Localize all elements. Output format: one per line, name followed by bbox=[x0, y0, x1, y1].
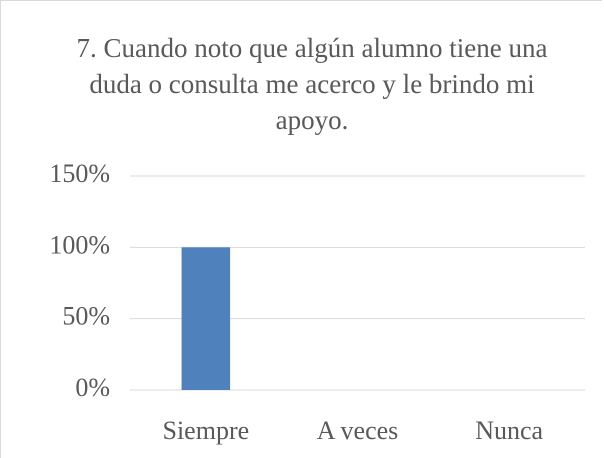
x-tick-label: Nunca bbox=[475, 416, 543, 445]
y-tick-label: 150% bbox=[49, 159, 110, 188]
chart-title: 7. Cuando noto que algún alumno tiene un… bbox=[76, 33, 548, 135]
y-tick-label: 0% bbox=[75, 373, 110, 402]
y-tick-label: 50% bbox=[62, 302, 110, 331]
x-tick-label: Siempre bbox=[163, 416, 250, 445]
bar bbox=[181, 247, 231, 390]
x-tick-label: A veces bbox=[317, 416, 399, 445]
y-tick-label: 100% bbox=[49, 230, 110, 259]
